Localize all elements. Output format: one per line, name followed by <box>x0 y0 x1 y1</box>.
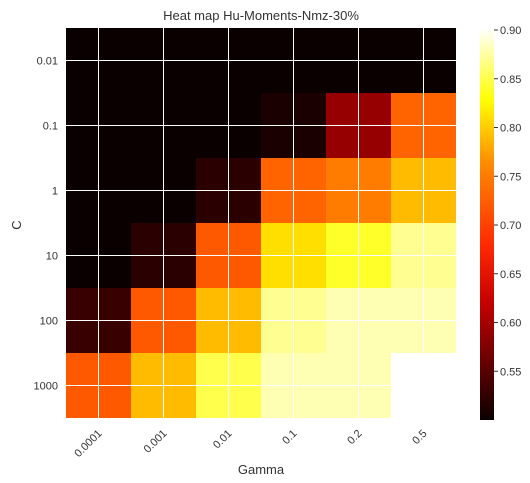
y-tick-label-2: 1 <box>52 186 58 198</box>
colorbar-tick-label-4: 0.75 <box>500 171 521 183</box>
colorbar-ticks: 0.55 0.60 0.65 0.70 0.75 0.80 0.85 0.90 <box>494 25 521 378</box>
colorbar-tick-label-0: 0.55 <box>500 366 521 378</box>
y-tick-label-0: 0.01 <box>37 56 58 68</box>
heatmap-cells <box>66 28 456 418</box>
colorbar-tick-label-5: 0.80 <box>500 123 521 135</box>
chart-title: Heat map Hu-Moments-Nmz-30% <box>163 8 359 23</box>
y-tick-label-4: 100 <box>40 316 58 328</box>
x-tick-labels: 0.0001 0.001 0.01 0.1 0.2 0.5 <box>72 428 429 460</box>
y-tick-label-5: 1000 <box>34 381 58 393</box>
x-tick-label-1: 0.001 <box>142 428 170 456</box>
x-axis-label: Gamma <box>238 462 285 477</box>
colorbar-tick-label-2: 0.65 <box>500 269 521 281</box>
colorbar-gradient <box>480 30 494 420</box>
colorbar-tick-label-7: 0.90 <box>500 25 521 37</box>
x-tick-label-4: 0.2 <box>345 428 364 447</box>
colorbar-tick-label-1: 0.60 <box>500 318 521 330</box>
y-tick-label-1: 0.1 <box>43 121 58 133</box>
y-tick-label-3: 10 <box>46 251 58 263</box>
x-tick-label-3: 0.1 <box>280 428 299 447</box>
y-axis-label: C <box>9 220 24 229</box>
x-tick-label-0: 0.0001 <box>72 428 104 460</box>
colorbar-tick-label-6: 0.85 <box>500 74 521 86</box>
grid-lines <box>66 28 456 418</box>
x-tick-label-5: 0.5 <box>410 428 429 447</box>
y-tick-labels: 0.01 0.1 1 10 100 1000 <box>34 56 58 393</box>
colorbar: 0.55 0.60 0.65 0.70 0.75 0.80 0.85 0.90 <box>480 25 521 420</box>
colorbar-tick-label-3: 0.70 <box>500 220 521 232</box>
x-tick-label-2: 0.01 <box>211 428 235 452</box>
